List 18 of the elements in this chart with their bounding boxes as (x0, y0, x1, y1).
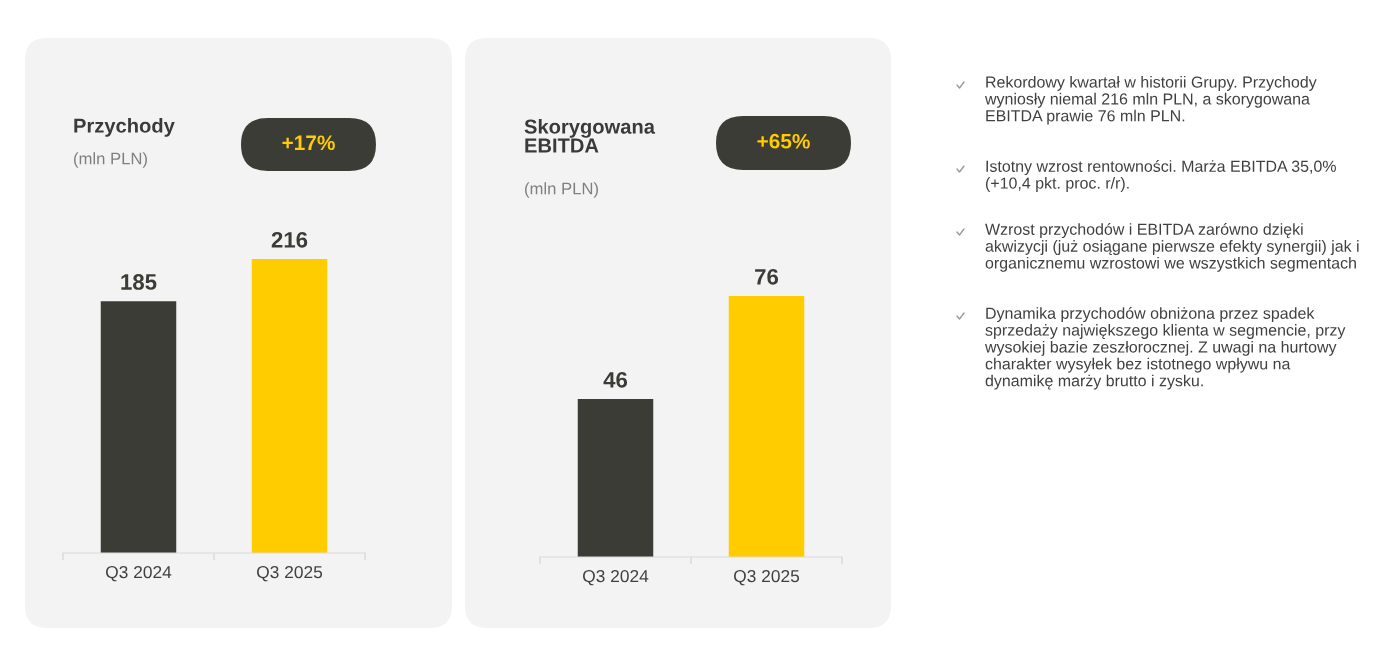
data-label: 185 (121, 274, 157, 290)
text: +65% (757, 133, 810, 149)
chart-title: Skorygowana EBITDA (524, 119, 656, 153)
chart-title: Przychody (74, 118, 175, 137)
data-label: 76 (755, 268, 779, 285)
x-tick-label: Q3 2025 (734, 569, 800, 586)
x-tick-label: Q3 2024 (583, 569, 649, 586)
x-tick-label: Q3 2024 (106, 565, 172, 582)
x-tick-label: Q3 2025 (257, 565, 323, 582)
text: +17% (282, 135, 335, 151)
text: Dynamika przychodów obniżona przez spadek sprzedaży największego klienta w segmencie, przy wysokiej bazie zeszłorocznej. Z uwagi na hurtowy charakter wysyłek bez istotnego wpływu na dynamikę marży brutto i zysku. (984, 307, 1346, 390)
data-label: 46 (603, 371, 628, 388)
data-label: 216 (271, 231, 308, 248)
text: Rekordowy kwartał w historii Grupy. Przychody wyniosły niemal 216 mln PLN, a skorygowana EBITDA prawie 76 mln PLN. (984, 76, 1317, 125)
chart-subtitle: (mln PLN) (525, 182, 598, 198)
text: Wzrost przychodów i EBITDA zarówno dzięki akwizycji (już osiągane pierwsze efekty synergii) jak i organicznemu wzrostowi we wszystkich segmentach (985, 223, 1359, 272)
text: Istotny wzrost rentowności. Marża EBITDA 35,0% (+10,4 pkt. proc. r/r). (985, 160, 1336, 192)
chart-subtitle: (mln PLN) (74, 152, 147, 168)
